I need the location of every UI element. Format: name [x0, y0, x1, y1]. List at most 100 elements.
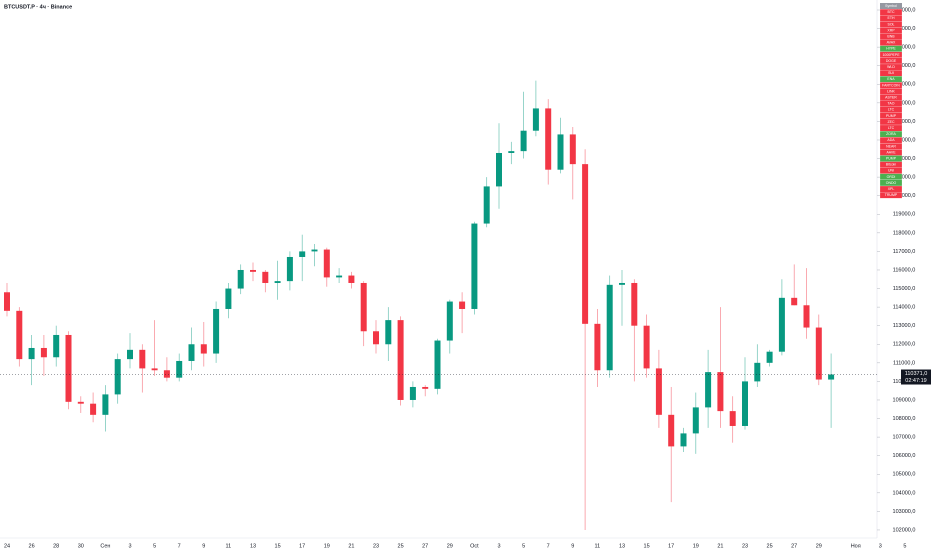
candle-body	[606, 284, 613, 371]
candle-body	[262, 271, 269, 283]
y-tick-label: 116000,0	[893, 267, 916, 273]
watchlist-symbol: BNB	[887, 34, 895, 38]
candle-body	[828, 374, 835, 380]
watchlist-symbol: UNI	[888, 169, 894, 173]
watchlist-symbol: XRP	[887, 28, 895, 32]
y-tick-label: 107000,0	[893, 435, 916, 441]
candle-body	[594, 323, 601, 371]
x-tick-label: 21	[348, 543, 354, 549]
candle-body	[4, 292, 10, 311]
x-tick-label: 29	[816, 543, 822, 549]
x-tick-label: 3	[497, 543, 500, 549]
candle-body	[545, 108, 552, 170]
candle-body	[65, 334, 72, 402]
candle-body	[213, 308, 220, 354]
candle-body	[520, 130, 527, 152]
watchlist-symbol: ADA	[887, 138, 895, 142]
candle-body	[28, 347, 35, 360]
candle-body	[139, 349, 146, 369]
candle-body	[250, 269, 256, 272]
candle-body	[532, 108, 539, 131]
candle-body	[766, 351, 773, 363]
watchlist-symbol: SUI	[888, 71, 894, 75]
watchlist-symbol: ZEC	[888, 120, 895, 124]
y-tick-label: 125000,0	[893, 100, 916, 106]
x-tick-label: 13	[250, 543, 256, 549]
y-tick-label: 124000,0	[893, 119, 916, 125]
candle-body	[16, 310, 23, 360]
candle-body	[397, 320, 404, 400]
candle-body	[754, 362, 761, 382]
candle-body	[348, 275, 355, 283]
x-tick-label: Ноя	[851, 543, 861, 549]
x-tick-label: 19	[693, 543, 699, 549]
y-tick-label: 117000,0	[893, 249, 916, 255]
y-tick-label: 113000,0	[893, 323, 916, 329]
x-tick-label: 15	[644, 543, 650, 549]
y-tick-label: 120000,0	[893, 193, 916, 199]
watchlist-symbol: PUMP	[886, 114, 897, 118]
candle-body	[434, 340, 441, 389]
watchlist-header-cell	[880, 3, 902, 10]
watchlist-symbol: TAO	[888, 102, 895, 106]
x-tick-label: 23	[742, 543, 748, 549]
candle-body	[90, 403, 97, 415]
watchlist-symbol: SOL	[887, 22, 894, 26]
y-tick-label: 115000,0	[893, 286, 916, 292]
candle-body	[53, 334, 60, 358]
y-tick-label: 130000,0	[893, 7, 916, 13]
y-tick-label: 123000,0	[893, 137, 916, 143]
watchlist-symbol: BTC	[888, 10, 895, 14]
watchlist-symbol: ZORA	[886, 132, 896, 136]
watchlist-symbol: ENA	[887, 77, 895, 81]
watchlist-symbol: ASTER	[885, 95, 897, 99]
x-tick-label: 5	[153, 543, 156, 549]
watchlist-symbol: ORDI	[887, 175, 896, 179]
x-tick-label: 28	[53, 543, 59, 549]
candle-body	[655, 368, 662, 415]
y-tick-label: 109000,0	[893, 397, 916, 403]
candle-body	[225, 288, 232, 309]
candle-body	[778, 297, 785, 352]
x-tick-label: 3	[128, 543, 131, 549]
y-tick-label: 104000,0	[893, 490, 916, 496]
watchlist-symbol: AVAX	[887, 41, 896, 45]
candle-body	[114, 359, 121, 395]
x-tick-label: 11	[226, 543, 232, 549]
candle-body	[299, 251, 306, 257]
candle-body	[77, 401, 84, 404]
candle-body	[200, 344, 207, 354]
y-tick-label: 119000,0	[893, 212, 916, 218]
watchlist-symbol: NEAR	[886, 144, 896, 148]
candle-body	[557, 134, 564, 170]
x-tick-label: 27	[422, 543, 428, 549]
y-tick-label: 118000,0	[893, 230, 916, 236]
candle-body	[409, 386, 416, 400]
x-tick-label: 29	[447, 543, 453, 549]
watchlist-symbol: AAVE	[886, 150, 896, 154]
watchlist-symbol: 1000PEPE	[882, 53, 900, 57]
candle-body	[422, 386, 429, 389]
candle-body	[815, 327, 822, 380]
candle-body	[680, 433, 687, 447]
candle-body	[717, 372, 724, 412]
candle-body	[791, 297, 798, 306]
x-tick-label: 9	[571, 543, 574, 549]
chart-title: BTCUSDT.P · 4ч · Binance	[4, 4, 72, 10]
x-tick-label: 3	[879, 543, 882, 549]
candle-body	[582, 164, 589, 324]
candle-body	[311, 249, 318, 252]
candle-body	[163, 370, 170, 378]
candle-body	[619, 282, 625, 285]
x-tick-label: 26	[29, 543, 35, 549]
x-tick-label: 24	[4, 543, 10, 549]
watchlist-symbol: ONDO	[886, 181, 897, 185]
x-tick-label: 7	[547, 543, 550, 549]
watchlist-symbol: LTC	[888, 126, 895, 130]
y-tick-label: 122000,0	[893, 156, 916, 162]
x-tick-label: 30	[78, 543, 84, 549]
candle-body	[151, 368, 158, 371]
watchlist-cell	[879, 192, 903, 199]
candle-body	[742, 381, 748, 426]
